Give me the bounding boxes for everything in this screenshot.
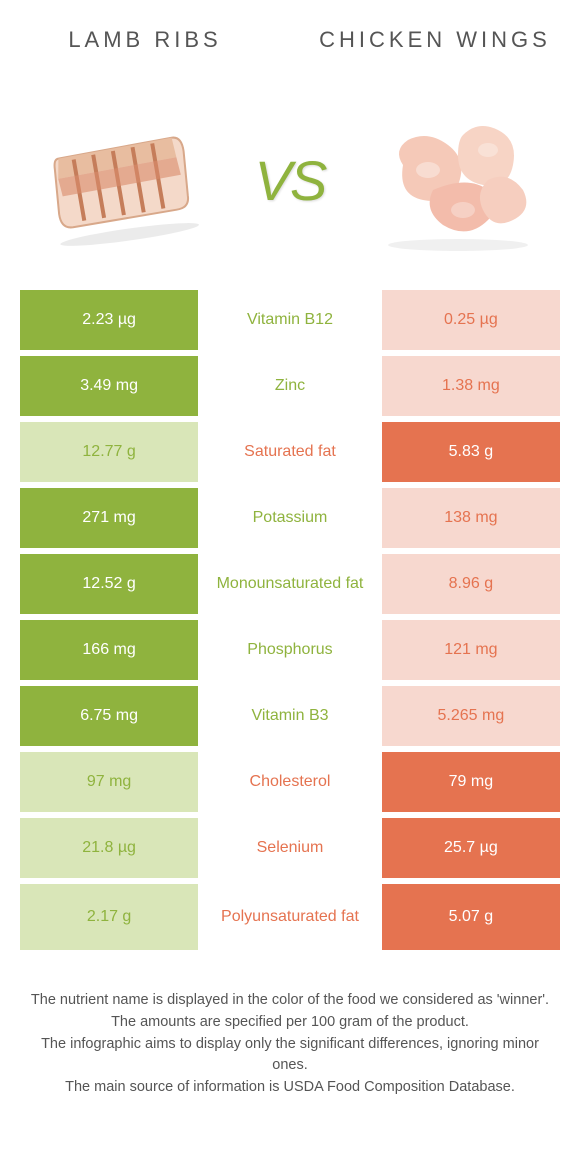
right-value: 5.07 g <box>382 884 560 950</box>
vs-badge: VS <box>245 148 336 213</box>
right-food-image <box>335 80 580 280</box>
right-value: 25.7 µg <box>382 818 560 878</box>
right-value: 5.83 g <box>382 422 560 482</box>
lamb-ribs-icon <box>37 95 207 265</box>
left-value: 2.23 µg <box>20 290 198 350</box>
left-value: 6.75 mg <box>20 686 198 746</box>
left-value: 12.52 g <box>20 554 198 614</box>
right-value: 121 mg <box>382 620 560 680</box>
nutrient-row: 166 mgPhosphorus121 mg <box>20 620 560 686</box>
left-value: 21.8 µg <box>20 818 198 878</box>
footer-line: The main source of information is USDA F… <box>30 1077 550 1099</box>
left-value: 271 mg <box>20 488 198 548</box>
nutrient-row: 6.75 mgVitamin B35.265 mg <box>20 686 560 752</box>
chicken-wings-icon <box>373 95 543 265</box>
nutrient-name: Cholesterol <box>198 752 382 812</box>
left-value: 3.49 mg <box>20 356 198 416</box>
left-value: 12.77 g <box>20 422 198 482</box>
right-food-title: CHICKEN WINGS <box>290 26 580 55</box>
left-food-image <box>0 80 245 280</box>
nutrient-name: Zinc <box>198 356 382 416</box>
nutrient-row: 2.17 gPolyunsaturated fat5.07 g <box>20 884 560 950</box>
right-value: 8.96 g <box>382 554 560 614</box>
left-value: 97 mg <box>20 752 198 812</box>
nutrient-name: Saturated fat <box>198 422 382 482</box>
nutrient-name: Selenium <box>198 818 382 878</box>
nutrient-row: 21.8 µgSelenium25.7 µg <box>20 818 560 884</box>
left-food-title: LAMB RIBS <box>0 26 290 55</box>
nutrient-row: 97 mgCholesterol79 mg <box>20 752 560 818</box>
nutrient-row: 2.23 µgVitamin B120.25 µg <box>20 290 560 356</box>
nutrient-name: Monounsaturated fat <box>198 554 382 614</box>
nutrient-row: 271 mgPotassium138 mg <box>20 488 560 554</box>
footer-line: The nutrient name is displayed in the co… <box>30 990 550 1012</box>
right-value: 1.38 mg <box>382 356 560 416</box>
right-value: 138 mg <box>382 488 560 548</box>
nutrient-row: 12.77 gSaturated fat5.83 g <box>20 422 560 488</box>
footer-line: The infographic aims to display only the… <box>30 1034 550 1078</box>
nutrient-table: 2.23 µgVitamin B120.25 µg3.49 mgZinc1.38… <box>0 280 580 950</box>
nutrient-name: Potassium <box>198 488 382 548</box>
left-value: 166 mg <box>20 620 198 680</box>
nutrient-row: 3.49 mgZinc1.38 mg <box>20 356 560 422</box>
nutrient-name: Vitamin B3 <box>198 686 382 746</box>
left-value: 2.17 g <box>20 884 198 950</box>
header-row: LAMB RIBS CHICKEN WINGS <box>0 0 580 80</box>
nutrient-name: Phosphorus <box>198 620 382 680</box>
nutrient-name: Vitamin B12 <box>198 290 382 350</box>
right-value: 79 mg <box>382 752 560 812</box>
nutrient-name: Polyunsaturated fat <box>198 884 382 950</box>
right-value: 0.25 µg <box>382 290 560 350</box>
nutrient-row: 12.52 gMonounsaturated fat8.96 g <box>20 554 560 620</box>
footer-notes: The nutrient name is displayed in the co… <box>0 950 580 1099</box>
image-row: VS <box>0 80 580 280</box>
footer-line: The amounts are specified per 100 gram o… <box>30 1012 550 1034</box>
right-value: 5.265 mg <box>382 686 560 746</box>
